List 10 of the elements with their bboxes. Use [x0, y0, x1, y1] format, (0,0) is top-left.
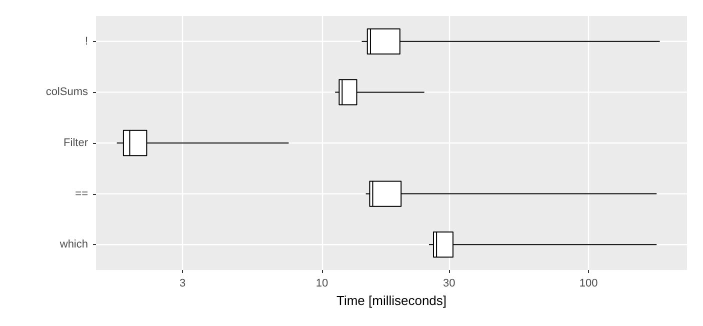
x-tick-label: 10	[316, 278, 328, 290]
x-tick-label: 100	[579, 278, 598, 290]
y-tick-label: Filter	[64, 137, 88, 149]
x-axis-title: Time [milliseconds]	[336, 292, 447, 308]
y-tick-label: !	[84, 35, 88, 48]
y-tick-label: which	[58, 238, 88, 251]
x-tick-label: 3	[180, 278, 186, 290]
x-tick-label: 30	[443, 278, 456, 290]
y-tick-label: colSums	[46, 86, 88, 98]
y-tick-label: ==	[75, 188, 88, 200]
